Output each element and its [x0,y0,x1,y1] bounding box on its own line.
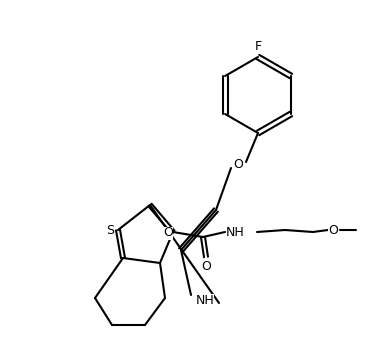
Text: NH: NH [226,225,245,238]
Text: F: F [254,40,262,53]
Text: O: O [163,227,173,239]
Text: O: O [328,223,338,237]
Text: S: S [106,223,114,237]
Text: O: O [233,158,243,171]
Text: NH: NH [196,294,214,306]
Text: O: O [201,260,211,274]
